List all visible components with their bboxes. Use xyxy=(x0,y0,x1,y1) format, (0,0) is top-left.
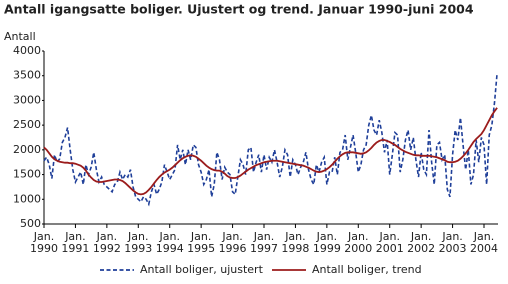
x-tick-month: Jan. xyxy=(284,230,305,243)
x-tick-month: Jan. xyxy=(316,230,337,243)
y-tick-label: 500 xyxy=(20,217,41,230)
x-tick-month: Jan. xyxy=(347,230,368,243)
legend-label: Antall boliger, ujustert xyxy=(140,263,264,276)
x-tick-label: 1998 xyxy=(281,242,309,255)
legend-label: Antall boliger, trend xyxy=(312,263,422,276)
x-tick-label: 2004 xyxy=(470,242,498,255)
x-tick-label: 1990 xyxy=(30,242,58,255)
x-tick-label: 1994 xyxy=(156,242,184,255)
x-tick-month: Jan. xyxy=(473,230,494,243)
x-tick-month: Jan. xyxy=(253,230,274,243)
x-tick-month: Jan. xyxy=(158,230,179,243)
x-tick-month: Jan. xyxy=(378,230,399,243)
y-tick-label: 3000 xyxy=(13,93,41,106)
x-tick-month: Jan. xyxy=(96,230,117,243)
chart-title: Antall igangsatte boliger. Ujustert og t… xyxy=(4,2,474,17)
y-tick-label: 4000 xyxy=(13,44,41,57)
x-tick-label: 2002 xyxy=(407,242,435,255)
x-tick-label: 2000 xyxy=(344,242,372,255)
x-tick-label: 2003 xyxy=(439,242,467,255)
x-tick-label: 1991 xyxy=(61,242,89,255)
x-tick-month: Jan. xyxy=(190,230,211,243)
x-tick-label: 1997 xyxy=(250,242,278,255)
series-line xyxy=(43,107,498,196)
x-tick-month: Jan. xyxy=(221,230,242,243)
y-tick-label: 3500 xyxy=(13,69,41,82)
series-line xyxy=(43,73,498,207)
y-tick-label: 1000 xyxy=(13,192,41,205)
x-tick-label: 1996 xyxy=(219,242,247,255)
y-axis-label: Antall xyxy=(4,30,36,43)
x-tick-month: Jan. xyxy=(33,230,54,243)
y-tick-label: 2500 xyxy=(13,118,41,131)
x-tick-label: 1999 xyxy=(313,242,341,255)
x-tick-label: 1993 xyxy=(124,242,152,255)
x-tick-month: Jan. xyxy=(127,230,148,243)
x-tick-label: 1995 xyxy=(187,242,215,255)
x-tick-label: 1992 xyxy=(93,242,121,255)
x-tick-label: 2001 xyxy=(376,242,404,255)
x-tick-month: Jan. xyxy=(64,230,85,243)
x-tick-month: Jan. xyxy=(441,230,462,243)
y-tick-label: 1500 xyxy=(13,168,41,181)
x-tick-month: Jan. xyxy=(410,230,431,243)
y-tick-label: 2000 xyxy=(13,143,41,156)
